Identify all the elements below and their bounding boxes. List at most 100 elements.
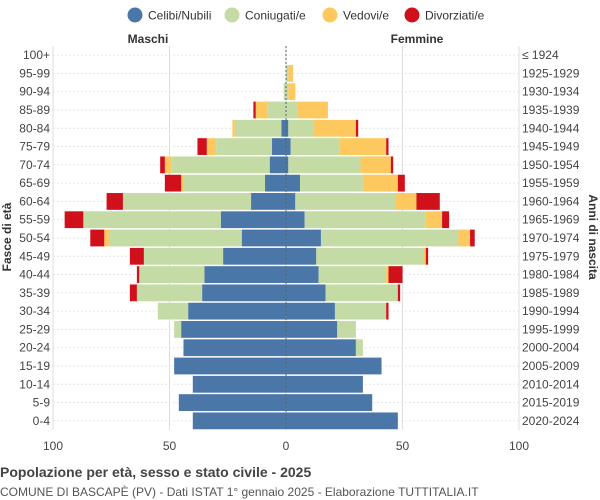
bar-male-celibi-70-74: [269, 156, 286, 174]
age-group-label: 60-64: [19, 194, 50, 208]
bar-female-coniugati-35-39: [325, 284, 398, 302]
bar-male-celibi-60-64: [251, 193, 286, 210]
bar-male-coniugati-70-74: [171, 156, 270, 174]
bar-male-divorziati-40-44: [136, 266, 140, 283]
bar-female-divorziati-60-64: [416, 193, 440, 210]
age-group-label: 25-29: [19, 322, 50, 336]
legend-label-celibi: Celibi/Nubili: [148, 9, 211, 23]
bar-male-celibi-25-29: [181, 321, 286, 338]
birth-year-label: 2015-2019: [522, 396, 580, 410]
bar-male-divorziati-35-39: [129, 284, 137, 302]
birth-year-label: 1970-1974: [522, 231, 580, 245]
bar-female-coniugati-50-54: [320, 229, 459, 247]
birth-year-label: ≤ 1924: [522, 48, 559, 62]
legend-item-divorziati: Divorziati/e: [404, 7, 485, 23]
birth-year-label: 1975-1979: [522, 249, 580, 263]
bar-male-divorziati-55-59: [64, 211, 84, 229]
birth-year-label: 1990-1994: [522, 304, 580, 318]
bar-female-celibi-35-39: [286, 284, 326, 302]
age-group-label: 70-74: [19, 158, 50, 172]
birth-year-label: 1940-1944: [522, 121, 580, 135]
bar-male-celibi-50-54: [241, 229, 286, 247]
birth-year-label: 1965-1969: [522, 213, 580, 227]
bar-male-coniugati-40-44: [139, 266, 205, 283]
age-group-label: 5-9: [33, 396, 51, 410]
bar-male-celibi-65-69: [265, 174, 286, 192]
bar-male-divorziati-60-64: [106, 193, 123, 210]
birth-year-label: 2000-2004: [522, 341, 580, 355]
bar-male-celibi-75-79: [272, 138, 286, 155]
birth-year-label: 1950-1954: [522, 158, 580, 172]
bar-male-celibi-55-59: [220, 211, 286, 229]
birth-year-label: 2005-2009: [522, 359, 580, 373]
age-group-label: 50-54: [19, 231, 50, 245]
age-group-label: 10-14: [19, 377, 50, 391]
legend-item-coniugati: Coniugati/e: [224, 7, 306, 23]
bar-female-celibi-75-79: [286, 138, 291, 155]
bar-male-coniugati-85-89: [267, 101, 286, 119]
bar-female-coniugati-60-64: [295, 193, 396, 210]
x-tick-label: 100: [509, 439, 529, 453]
bar-female-vedovi-80-84: [313, 119, 356, 137]
bar-female-vedovi-45-49: [423, 247, 426, 265]
birth-year-label: 1960-1964: [522, 194, 580, 208]
bar-female-celibi-10-14: [286, 375, 363, 393]
bar-female-coniugati-80-84: [288, 119, 314, 137]
bar-female-celibi-60-64: [286, 193, 296, 210]
bar-male-celibi-0-4: [192, 412, 286, 430]
bar-female-celibi-70-74: [286, 156, 289, 174]
chart-subtitle: COMUNE DI BASCAPÈ (PV) - Dati ISTAT 1° g…: [0, 484, 479, 499]
bar-female-coniugati-85-89: [286, 101, 298, 119]
bar-female-divorziati-45-49: [425, 247, 429, 265]
birth-year-label: 1930-1934: [522, 85, 580, 99]
bar-female-divorziati-50-54: [470, 229, 475, 247]
bar-female-divorziati-55-59: [442, 211, 450, 229]
age-group-label: 80-84: [19, 121, 50, 135]
bar-female-celibi-65-69: [286, 174, 300, 192]
x-tick-label: 0: [283, 439, 290, 453]
bar-female-coniugati-40-44: [318, 266, 387, 283]
bar-female-divorziati-70-74: [390, 156, 394, 174]
legend-swatch-vedovi: [322, 7, 338, 23]
bar-female-divorziati-75-79: [386, 138, 389, 155]
right-side-label: Femmine: [391, 32, 444, 46]
bar-male-coniugati-30-34: [157, 302, 189, 320]
legend-label-divorziati: Divorziati/e: [425, 9, 485, 23]
bar-female-coniugati-25-29: [337, 321, 356, 338]
legend-label-coniugati: Coniugati/e: [245, 9, 306, 23]
birth-year-label: 2020-2024: [522, 414, 580, 428]
bar-male-divorziati-45-49: [129, 247, 144, 265]
age-group-label: 35-39: [19, 286, 50, 300]
age-group-label: 75-79: [19, 140, 50, 154]
bar-male-vedovi-75-79: [206, 138, 217, 155]
bar-male-divorziati-75-79: [197, 138, 207, 155]
y-axis-title-right: Anni di nascita: [586, 194, 600, 280]
bar-female-celibi-25-29: [286, 321, 338, 338]
bar-male-celibi-45-49: [223, 247, 286, 265]
bar-female-vedovi-70-74: [360, 156, 391, 174]
age-group-label: 20-24: [19, 341, 50, 355]
legend-swatch-coniugati: [224, 7, 240, 23]
bar-female-coniugati-90-94: [286, 83, 289, 101]
bar-male-celibi-35-39: [202, 284, 286, 302]
bar-male-coniugati-90-94: [283, 83, 286, 101]
bar-male-celibi-80-84: [281, 119, 286, 137]
age-group-label: 30-34: [19, 304, 50, 318]
bar-male-celibi-30-34: [188, 302, 286, 320]
x-tick-label: 50: [396, 439, 410, 453]
bar-female-coniugati-65-69: [299, 174, 363, 192]
bar-female-coniugati-55-59: [304, 211, 426, 229]
birth-year-label: 1985-1989: [522, 286, 580, 300]
bar-male-divorziati-50-54: [90, 229, 105, 247]
legend-swatch-celibi: [127, 7, 143, 23]
bars: [64, 65, 475, 430]
legend: Celibi/Nubili Coniugati/e Vedovi/e Divorzia…: [127, 7, 485, 23]
birth-year-label: 1935-1939: [522, 103, 580, 117]
x-tick-label: 50: [163, 439, 177, 453]
legend-swatch-divorziati: [404, 7, 420, 23]
bar-male-vedovi-80-84: [232, 119, 235, 137]
age-group-label: 55-59: [19, 213, 50, 227]
x-tick-label: 100: [43, 439, 63, 453]
bar-female-celibi-5-9: [286, 394, 373, 411]
